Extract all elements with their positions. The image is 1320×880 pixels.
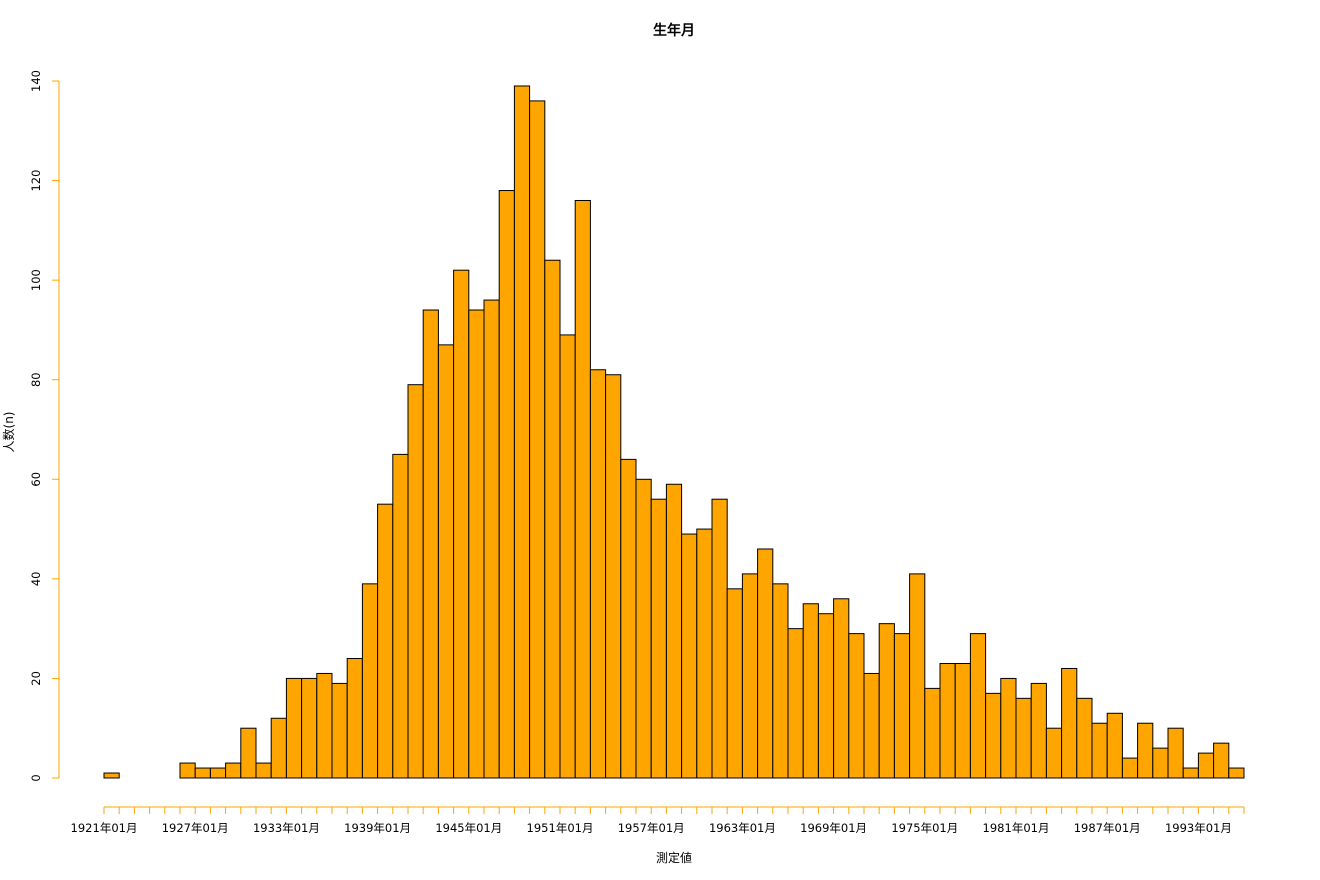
- histogram-bar: [787, 628, 804, 779]
- histogram-bar: [1015, 697, 1032, 779]
- y-tick-label: 60: [29, 472, 43, 487]
- histogram-bar: [969, 633, 987, 779]
- histogram-bar: [833, 598, 850, 779]
- histogram-bar: [225, 762, 242, 779]
- x-tick-label: 1939年01月: [344, 821, 411, 835]
- x-tick-label: 1933年01月: [253, 821, 320, 835]
- histogram-bar: [483, 299, 500, 779]
- histogram-bar: [255, 762, 272, 779]
- histogram-bar: [179, 762, 196, 779]
- histogram-bar: [665, 483, 683, 779]
- histogram-bar: [559, 334, 576, 779]
- x-tick-label: 1975年01月: [891, 821, 958, 835]
- histogram-bar: [407, 384, 424, 779]
- histogram-bar: [848, 633, 865, 779]
- histogram-bar: [620, 458, 637, 779]
- histogram-bar: [240, 727, 257, 779]
- histogram-bar: [893, 633, 911, 779]
- histogram-bar: [726, 588, 743, 779]
- y-tick-label: 120: [29, 170, 43, 192]
- histogram-bar: [1228, 767, 1245, 779]
- histogram-bar: [1152, 747, 1169, 779]
- histogram-bar: [589, 369, 607, 779]
- histogram-bar: [1030, 682, 1047, 779]
- histogram-bar: [817, 613, 835, 779]
- histogram-bar: [392, 453, 409, 779]
- histogram-bar: [346, 658, 363, 779]
- y-tick-label: 100: [29, 269, 43, 291]
- y-tick-label: 80: [29, 372, 43, 387]
- x-axis: 1921年01月 1927年01月 1933年01月 1939年01月 1945年01月…: [71, 806, 1245, 835]
- histogram-bar: [954, 662, 971, 779]
- histogram-bar: [1167, 727, 1184, 779]
- y-tick-label: 140: [29, 70, 43, 92]
- x-axis-label: 測定値: [656, 850, 692, 865]
- histogram-bar: [437, 344, 455, 779]
- histogram-bar: [863, 672, 880, 779]
- histogram-bar: [650, 498, 667, 779]
- y-tick-label: 40: [29, 572, 43, 587]
- x-tick-label: 1993年01月: [1165, 821, 1232, 835]
- chart-title: 生年月: [653, 22, 695, 39]
- histogram-bar: [681, 533, 698, 779]
- bars-group: [103, 85, 1245, 779]
- histogram-bar: [331, 682, 348, 779]
- histogram-bar: [1061, 667, 1078, 779]
- histogram-bar: [194, 767, 211, 779]
- x-tick-label: 1987年01月: [1074, 821, 1141, 835]
- histogram-bar: [802, 603, 819, 779]
- y-axis-label: 人数(n): [1, 412, 16, 453]
- histogram-bar: [1182, 767, 1199, 779]
- histogram-bar: [1197, 752, 1215, 779]
- histogram-bar: [1045, 727, 1063, 779]
- x-tick-label: 1957年01月: [618, 821, 685, 835]
- histogram-bar: [103, 772, 120, 779]
- histogram-bar: [711, 498, 728, 779]
- y-axis: 0 20 40 60 80 100 120 140: [29, 70, 60, 782]
- y-tick-label: 0: [29, 774, 43, 781]
- histogram-bar: [635, 478, 652, 779]
- x-tick-label: 1945年01月: [435, 821, 502, 835]
- histogram-bar: [270, 717, 287, 779]
- x-tick-label: 1927年01月: [162, 821, 229, 835]
- x-tick-label: 1963年01月: [709, 821, 776, 835]
- histogram-bar: [605, 374, 622, 779]
- histogram-bar: [422, 309, 439, 779]
- histogram-bar: [878, 623, 895, 779]
- histogram-bar: [285, 677, 303, 779]
- x-tick-label: 1921年01月: [71, 821, 138, 835]
- histogram-bar: [909, 573, 926, 779]
- histogram-bar: [377, 503, 394, 779]
- histogram-bar: [361, 583, 379, 779]
- x-tick-label: 1969年01月: [800, 821, 867, 835]
- histogram-bar: [301, 677, 318, 779]
- histogram-bar: [529, 100, 546, 779]
- histogram-bar: [741, 573, 759, 779]
- histogram-bar: [316, 672, 333, 779]
- histogram-bar: [468, 309, 485, 779]
- histogram-bar: [985, 692, 1002, 779]
- histogram-bar: [498, 190, 515, 779]
- histogram-bar: [1121, 757, 1139, 779]
- histogram-bar: [1137, 722, 1154, 779]
- histogram-bar: [1076, 697, 1093, 779]
- x-tick-label: 1981年01月: [983, 821, 1050, 835]
- histogram-bar: [1000, 677, 1017, 779]
- histogram-bar: [1106, 712, 1123, 779]
- histogram-bar: [1213, 742, 1230, 779]
- histogram-bar: [453, 269, 470, 779]
- histogram-bar: [1091, 722, 1108, 779]
- histogram-bar: [924, 687, 941, 779]
- y-tick-label: 20: [29, 671, 43, 686]
- histogram-bar: [513, 85, 531, 779]
- histogram-bar: [209, 767, 227, 779]
- histogram-bar: [757, 548, 774, 779]
- histogram-bar: [939, 662, 956, 779]
- histogram-bar: [574, 199, 591, 779]
- x-tick-label: 1951年01月: [527, 821, 594, 835]
- histogram-bar: [544, 259, 561, 779]
- histogram-bar: [772, 583, 789, 779]
- histogram-bar: [696, 528, 713, 779]
